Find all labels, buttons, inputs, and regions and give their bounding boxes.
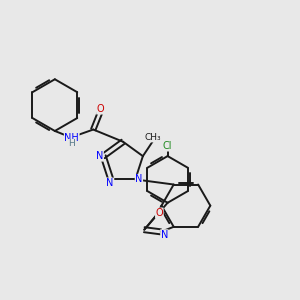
Text: O: O: [155, 208, 163, 218]
Text: N: N: [161, 230, 168, 240]
Text: NH: NH: [64, 133, 79, 143]
Text: CH₃: CH₃: [145, 133, 161, 142]
Text: O: O: [97, 104, 104, 114]
Text: N: N: [135, 174, 142, 184]
Text: H: H: [68, 140, 75, 148]
Text: N: N: [106, 178, 114, 188]
Text: N: N: [96, 151, 103, 161]
Text: Cl: Cl: [163, 141, 172, 151]
